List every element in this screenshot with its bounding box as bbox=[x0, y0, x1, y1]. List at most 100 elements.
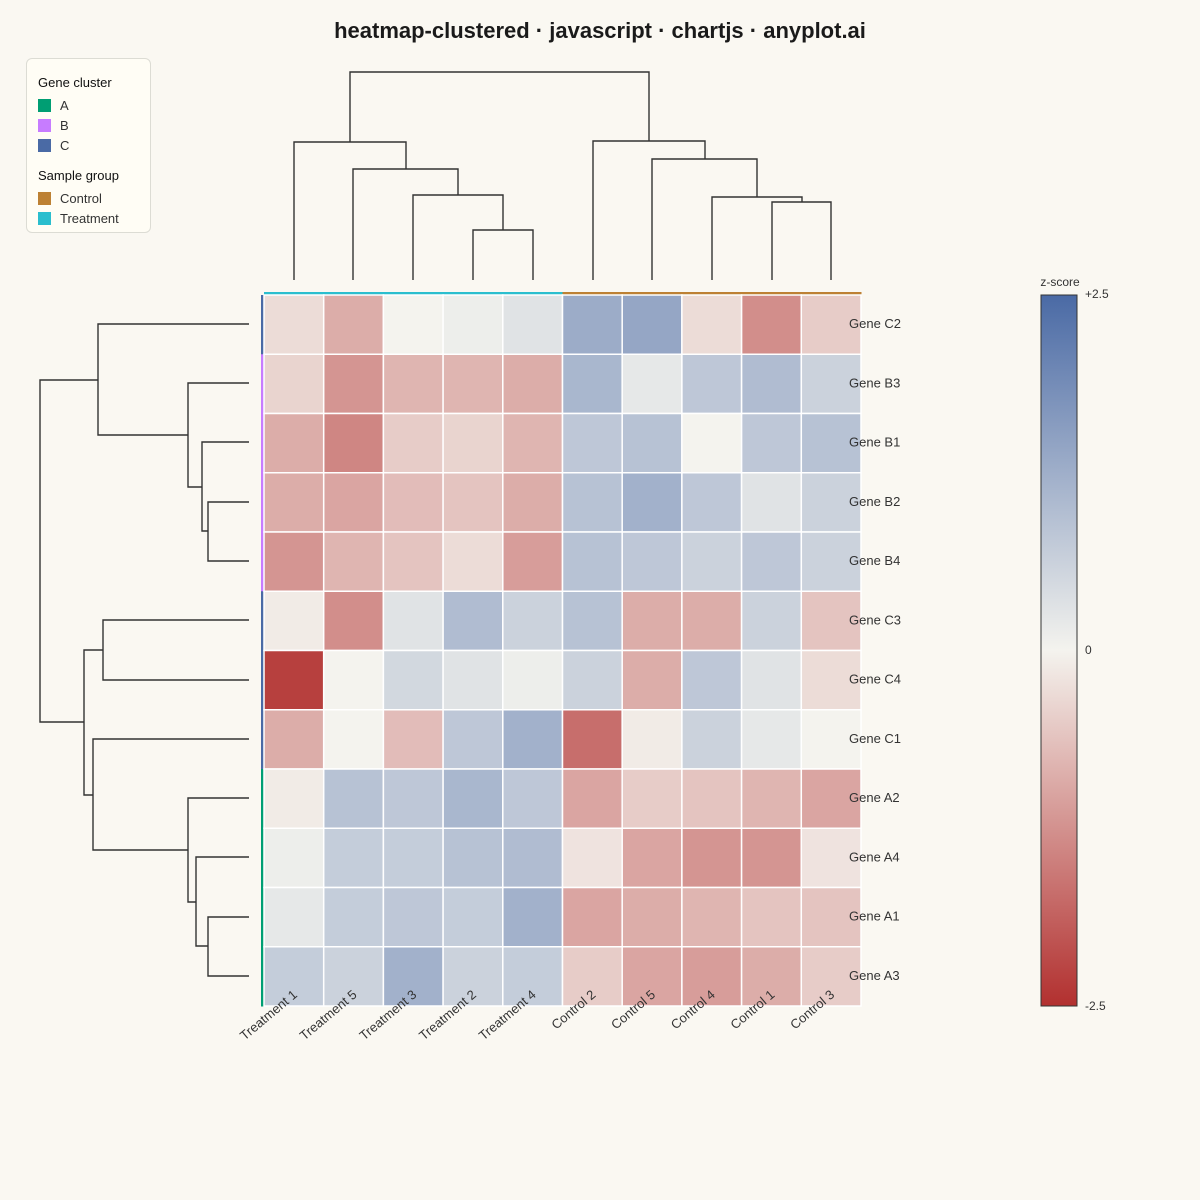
legend-label: B bbox=[60, 117, 69, 133]
heatmap-cell bbox=[442, 827, 504, 889]
col-dendro-link bbox=[771, 201, 832, 280]
heatmap-cell bbox=[800, 294, 862, 355]
heatmap-cell bbox=[442, 472, 504, 533]
row-label: Gene A3 bbox=[849, 968, 900, 983]
heatmap-cell bbox=[800, 709, 862, 770]
heatmap-cell bbox=[740, 827, 803, 889]
heatmap-cell bbox=[322, 886, 385, 948]
heatmap-cell bbox=[621, 590, 683, 652]
heatmap-cell bbox=[382, 472, 444, 533]
row-dendro-link bbox=[102, 619, 249, 681]
heatmap-cell bbox=[263, 294, 325, 355]
row-dendro-link bbox=[92, 738, 249, 851]
heatmap-cell bbox=[322, 827, 385, 889]
heatmap-cell bbox=[502, 590, 564, 652]
row-label: Gene B3 bbox=[849, 375, 900, 390]
heatmap-cell bbox=[740, 590, 803, 652]
col-dendro-link bbox=[711, 196, 803, 280]
heatmap-cell bbox=[322, 946, 385, 1007]
heatmap-cell bbox=[502, 472, 564, 533]
legend-item-cluster-c: C bbox=[38, 135, 150, 155]
row-label: Gene A2 bbox=[849, 790, 900, 805]
heatmap-cell bbox=[502, 531, 564, 592]
col-dendro-link bbox=[412, 194, 504, 280]
row-label: Gene A1 bbox=[849, 909, 900, 924]
heatmap-cell bbox=[561, 472, 623, 533]
heatmap-cell bbox=[800, 353, 862, 415]
col-dendro-link bbox=[352, 168, 459, 280]
heatmap-cell bbox=[502, 886, 564, 948]
heatmap-cell bbox=[561, 768, 623, 829]
heatmap-cell bbox=[322, 294, 385, 355]
heatmap-cell bbox=[263, 531, 325, 592]
heatmap-cell bbox=[263, 827, 325, 889]
heatmap-cell bbox=[442, 886, 504, 948]
row-labels: Gene C2 Gene B3 Gene B1 Gene B2 Gene B4 Gene … bbox=[849, 316, 901, 983]
heatmap-cell bbox=[382, 412, 444, 474]
heatmap-cell bbox=[322, 649, 385, 711]
heatmap-cell bbox=[502, 709, 564, 770]
heatmap-cell bbox=[621, 886, 683, 948]
legend-swatch bbox=[38, 211, 51, 225]
heatmap-cell bbox=[561, 886, 623, 948]
heatmap-cell bbox=[263, 768, 325, 829]
row-label: Gene C2 bbox=[849, 316, 901, 331]
col-dendro-link bbox=[293, 141, 407, 280]
heatmap-cell bbox=[502, 649, 564, 711]
heatmap-cell bbox=[442, 590, 504, 652]
heatmap-cell bbox=[740, 531, 803, 592]
heatmap-cell bbox=[561, 412, 623, 474]
heatmap-cell bbox=[681, 531, 743, 592]
heatmap-cell bbox=[681, 827, 743, 889]
heatmap-cell bbox=[800, 412, 862, 474]
heatmap-cell bbox=[621, 294, 683, 355]
heatmap-cell bbox=[322, 531, 385, 592]
legend-item-cluster-a: A bbox=[38, 95, 150, 115]
heatmap-cell bbox=[800, 531, 862, 592]
heatmap-cell bbox=[561, 353, 623, 415]
legend-swatch bbox=[38, 191, 51, 205]
heatmap-cell bbox=[681, 886, 743, 948]
chart-title: heatmap-clustered · javascript · chartjs… bbox=[334, 18, 866, 43]
heatmap-cell bbox=[322, 768, 385, 829]
heatmap-cell bbox=[322, 709, 385, 770]
colorbar-tick-max: +2.5 bbox=[1085, 287, 1109, 301]
legend-swatch bbox=[38, 118, 51, 132]
heatmap-cell bbox=[621, 472, 683, 533]
heatmap-cell bbox=[681, 412, 743, 474]
legend-sample-group-title: Sample group bbox=[38, 168, 119, 183]
heatmap-cell bbox=[740, 709, 803, 770]
heatmap-cell bbox=[621, 649, 683, 711]
row-label: Gene A4 bbox=[849, 849, 900, 864]
heatmap-cell bbox=[561, 531, 623, 592]
heatmap-cell bbox=[800, 827, 862, 889]
row-label: Gene C1 bbox=[849, 731, 901, 746]
row-label: Gene C3 bbox=[849, 612, 901, 627]
heatmap-cell bbox=[621, 946, 683, 1007]
row-dendro-link bbox=[195, 856, 249, 947]
legend-label: Treatment bbox=[60, 210, 119, 226]
heatmap-cells bbox=[263, 294, 862, 1007]
col-dendro-link bbox=[349, 71, 650, 142]
heatmap-cell bbox=[322, 590, 385, 652]
colorbar-tick-min: -2.5 bbox=[1085, 999, 1106, 1013]
heatmap-cell bbox=[561, 649, 623, 711]
legend-label: C bbox=[60, 137, 70, 153]
legend-swatch bbox=[38, 98, 51, 112]
row-dendro-link bbox=[39, 379, 98, 723]
row-dendro-link bbox=[97, 323, 249, 436]
heatmap-cell bbox=[442, 946, 504, 1007]
heatmap-cell bbox=[382, 768, 444, 829]
heatmap-cell bbox=[442, 353, 504, 415]
row-dendro-link bbox=[207, 916, 249, 977]
heatmap-cell bbox=[740, 946, 803, 1007]
heatmap-cell bbox=[740, 412, 803, 474]
heatmap-cell bbox=[382, 294, 444, 355]
heatmap-cell bbox=[800, 768, 862, 829]
colorbar-gradient bbox=[1040, 294, 1078, 1007]
heatmap-cell bbox=[681, 294, 743, 355]
row-dendro-link bbox=[187, 382, 249, 488]
heatmap-cell bbox=[442, 709, 504, 770]
heatmap-cell bbox=[800, 590, 862, 652]
heatmap-cell bbox=[561, 294, 623, 355]
